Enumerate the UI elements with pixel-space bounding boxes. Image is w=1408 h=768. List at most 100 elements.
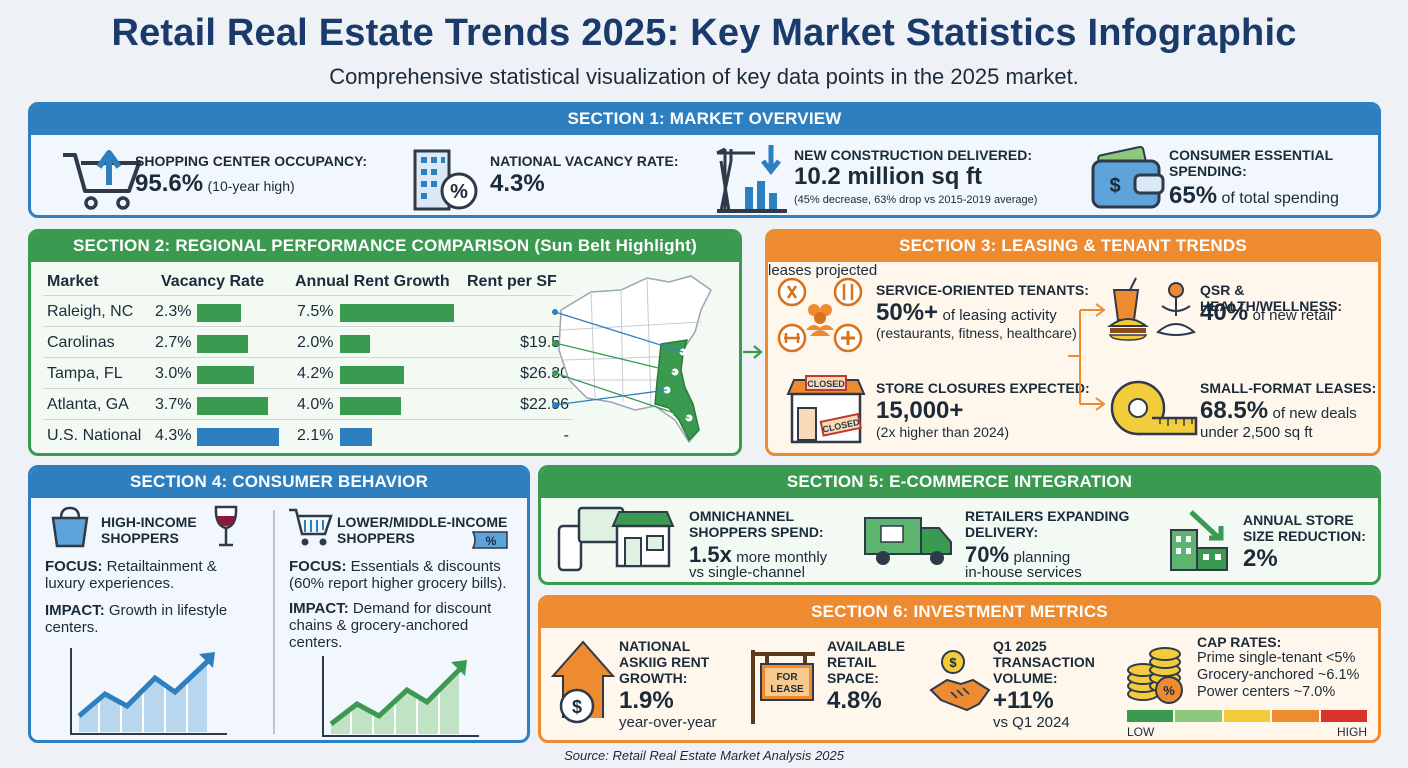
rent-value: 1.9% bbox=[619, 687, 674, 714]
growth-bar bbox=[340, 335, 370, 353]
growth-bar bbox=[340, 366, 404, 384]
growth-bar bbox=[340, 304, 454, 322]
vacancy-bar bbox=[197, 366, 254, 384]
discount-tag-icon: % bbox=[471, 530, 509, 550]
svg-text:$: $ bbox=[1109, 175, 1120, 197]
sunbelt-map bbox=[551, 270, 735, 450]
cap-line-3: Power centers ~7.0% bbox=[1197, 684, 1336, 700]
low-impact-key: IMPACT: bbox=[289, 600, 349, 617]
qsr-note-2: leases projected bbox=[768, 262, 878, 279]
vacancy-cell: 3.0% bbox=[155, 365, 192, 382]
col-vacancy: Vacancy Rate bbox=[161, 273, 265, 290]
vacancy-label: NATIONAL VACANCY RATE: bbox=[490, 153, 679, 169]
rent-label-1: NATIONAL bbox=[619, 638, 691, 654]
coin-stack-icon: % bbox=[1125, 640, 1189, 708]
qsr-label: QSR & HEALTH/WELLNESS: bbox=[1200, 282, 1343, 314]
rent-note: year-over-year bbox=[619, 714, 717, 731]
market-cell: U.S. National bbox=[47, 427, 142, 444]
col-growth: Annual Rent Growth bbox=[295, 273, 450, 290]
high-focus-key: FOCUS: bbox=[45, 558, 103, 575]
omni-label-2: SHOPPERS SPEND: bbox=[689, 524, 824, 540]
delivery-truck-icon bbox=[859, 512, 955, 568]
low-focus-key: FOCUS: bbox=[289, 558, 347, 575]
svg-text:%: % bbox=[1163, 683, 1175, 698]
svg-text:%: % bbox=[450, 181, 468, 203]
rent-cell: $26.30 bbox=[520, 365, 569, 382]
rent-cell: - bbox=[563, 427, 569, 444]
rent-cell: $22.96 bbox=[520, 396, 569, 413]
space-label-1: AVAILABLE bbox=[827, 638, 906, 654]
high-focus: FOCUS: Retailtainment & luxury experienc… bbox=[45, 558, 255, 592]
volume-note: vs Q1 2024 bbox=[993, 714, 1070, 731]
vacancy-cell: 4.3% bbox=[155, 427, 192, 444]
for-lease-sign-icon: FOR LEASE bbox=[747, 646, 819, 726]
cap-rates-label: CAP RATES: bbox=[1197, 634, 1282, 650]
vacancy-bar bbox=[197, 335, 248, 353]
low-title-1: LOWER/MIDDLE-INCOME bbox=[337, 514, 508, 530]
low-impact-value: Demand for discount chains & grocery-anc… bbox=[289, 600, 492, 651]
page-subtitle: Comprehensive statistical visualization … bbox=[329, 64, 1079, 89]
omni-value: 1.5x bbox=[689, 542, 732, 567]
growth-chart-green-icon bbox=[321, 654, 481, 738]
vacancy-cell: 2.3% bbox=[155, 303, 192, 320]
table-row: Tampa, FL 3.0% 4.2% $26.30 bbox=[43, 358, 573, 389]
construction-label: NEW CONSTRUCTION DELIVERED: bbox=[794, 147, 1032, 163]
closures-note: (2x higher than 2024) bbox=[876, 424, 1010, 440]
space-label-3: SPACE: bbox=[827, 670, 879, 686]
market-cell: Raleigh, NC bbox=[47, 303, 134, 320]
delivery-note-1: planning bbox=[1013, 549, 1071, 566]
growth-cell: 2.1% bbox=[297, 427, 334, 444]
space-label-2: RETAIL bbox=[827, 654, 877, 670]
svg-text:$: $ bbox=[949, 655, 957, 670]
bracket-connector bbox=[1068, 296, 1110, 416]
for-lease-text-2: LEASE bbox=[770, 684, 804, 695]
handshake-icon: $ bbox=[929, 648, 991, 716]
spending-label-2: SPENDING: bbox=[1169, 163, 1247, 179]
occupancy-label: SHOPPING CENTER OCCUPANCY: bbox=[135, 153, 368, 169]
spending-note: of total spending bbox=[1221, 190, 1339, 207]
market-cell: Carolinas bbox=[47, 334, 115, 351]
rent-cell: $19.52 bbox=[520, 334, 569, 351]
rent-label-2: ASKIIG RENT bbox=[619, 654, 710, 670]
construction-note: (45% decrease, 63% drop vs 2015-2019 ave… bbox=[794, 194, 1038, 206]
section-4-header: SECTION 4: CONSUMER BEHAVIOR bbox=[31, 468, 527, 498]
cap-line-1: Prime single-tenant <5% bbox=[1197, 650, 1356, 666]
service-icons bbox=[776, 276, 866, 358]
wine-glass-icon bbox=[211, 504, 241, 548]
volume-label-2: TRANSACTION bbox=[993, 654, 1095, 670]
rent-label-3: GROWTH: bbox=[619, 670, 688, 686]
volume-value: +11% bbox=[993, 687, 1054, 714]
cap-rate-scale bbox=[1127, 710, 1369, 722]
section-leasing-trends: SECTION 3: LEASING & TENANT TRENDS SERVI… bbox=[765, 229, 1381, 456]
size-value: 2% bbox=[1243, 545, 1278, 572]
section-6-header: SECTION 6: INVESTMENT METRICS bbox=[541, 598, 1378, 628]
high-title-1: HIGH-INCOME bbox=[101, 514, 197, 530]
svg-text:$: $ bbox=[572, 697, 582, 717]
high-title-2: SHOPPERS bbox=[101, 530, 179, 546]
closures-value: 15,000+ bbox=[876, 397, 964, 424]
omnichannel-icon bbox=[555, 504, 675, 578]
cart-up-icon bbox=[61, 145, 145, 213]
vacancy-cell: 2.7% bbox=[155, 334, 192, 351]
vacancy-cell: 3.7% bbox=[155, 396, 192, 413]
cap-scale-segment bbox=[1175, 710, 1222, 722]
low-impact: IMPACT: Demand for discount chains & gro… bbox=[289, 600, 519, 651]
section-3-header: SECTION 3: LEASING & TENANT TRENDS bbox=[768, 232, 1378, 262]
market-cell: Tampa, FL bbox=[47, 365, 123, 382]
table-row: U.S. National 4.3% 2.1% - bbox=[43, 420, 573, 451]
shrinking-building-icon bbox=[1167, 508, 1237, 572]
construction-value: 10.2 million sq ft bbox=[794, 163, 983, 190]
source-note: Source: Retail Real Estate Market Analys… bbox=[564, 748, 844, 763]
cap-line-2: Grocery-anchored ~6.1% bbox=[1197, 667, 1360, 683]
small-format-note-1: of new deals bbox=[1272, 405, 1357, 422]
occupancy-value: 95.6% bbox=[135, 170, 204, 197]
service-note-1: of leasing activity bbox=[942, 307, 1057, 324]
section-1-header: SECTION 1: MARKET OVERVIEW bbox=[31, 105, 1378, 135]
space-value: 4.8% bbox=[827, 687, 882, 714]
regional-table: Market Vacancy Rate Annual Rent Growth R… bbox=[43, 266, 573, 451]
low-title-2: SHOPPERS bbox=[337, 530, 415, 546]
table-row: Carolinas 2.7% 2.0% $19.52 bbox=[43, 327, 573, 358]
delivery-value: 70% bbox=[965, 542, 1010, 567]
volume-label-3: VOLUME: bbox=[993, 670, 1058, 686]
vacancy-bar bbox=[197, 397, 268, 415]
